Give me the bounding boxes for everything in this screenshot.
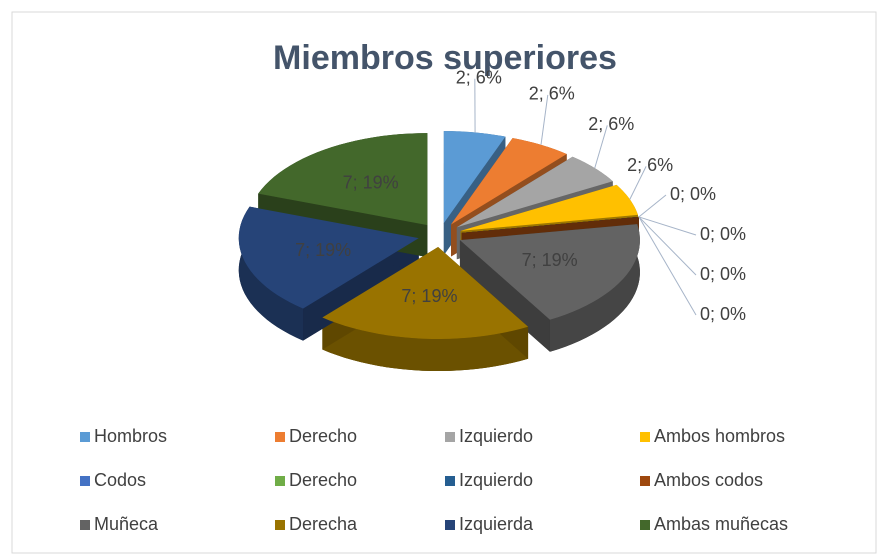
slice bbox=[451, 138, 567, 225]
data-label: 0; 0% bbox=[700, 304, 746, 324]
legend-label: Derecha bbox=[289, 514, 358, 534]
legend-label: Codos bbox=[94, 470, 146, 490]
legend-label: Ambas muñecas bbox=[654, 514, 788, 534]
data-label: 0; 0% bbox=[700, 224, 746, 244]
legend-swatch bbox=[445, 432, 455, 442]
slice-side bbox=[322, 317, 529, 372]
slice-side bbox=[238, 206, 304, 341]
legend-label: Hombros bbox=[94, 426, 167, 446]
legend-label: Muñeca bbox=[94, 514, 159, 534]
data-label: 7; 19% bbox=[522, 250, 578, 270]
slice bbox=[238, 206, 419, 309]
legend-label: Derecho bbox=[289, 470, 357, 490]
data-label: 2; 6% bbox=[588, 114, 634, 134]
legend-swatch bbox=[640, 476, 650, 486]
leader-line bbox=[540, 94, 549, 145]
data-label: 2; 6% bbox=[529, 84, 575, 104]
slice-wall bbox=[459, 240, 550, 352]
legend-label: Izquierdo bbox=[459, 470, 533, 490]
legend-swatch bbox=[275, 476, 285, 486]
chart-title: Miembros superiores bbox=[273, 39, 617, 77]
slice bbox=[322, 247, 529, 340]
leader-line bbox=[638, 216, 697, 276]
slice bbox=[459, 224, 640, 320]
data-label: 0; 0% bbox=[670, 184, 716, 204]
legend-label: Ambos codos bbox=[654, 470, 763, 490]
leader-line bbox=[638, 216, 697, 316]
legend-swatch bbox=[445, 476, 455, 486]
data-label: 7; 19% bbox=[343, 172, 399, 192]
legend-swatch bbox=[275, 432, 285, 442]
legend-swatch bbox=[80, 432, 90, 442]
legend-swatch bbox=[80, 476, 90, 486]
legend-swatch bbox=[445, 520, 455, 530]
data-label: 7; 19% bbox=[401, 286, 457, 306]
slice-tops bbox=[238, 131, 640, 340]
data-label: 0; 0% bbox=[700, 264, 746, 284]
legend-swatch bbox=[640, 520, 650, 530]
legend-label: Izquierdo bbox=[459, 426, 533, 446]
slice bbox=[443, 131, 506, 224]
leader-line bbox=[629, 166, 647, 200]
leader-line bbox=[638, 216, 697, 236]
legend-label: Ambos hombros bbox=[654, 426, 785, 446]
data-label: 7; 19% bbox=[295, 240, 351, 260]
legend-label: Izquierda bbox=[459, 514, 534, 534]
data-label: 2; 6% bbox=[627, 155, 673, 175]
leader-line bbox=[594, 125, 608, 169]
legend-swatch bbox=[640, 432, 650, 442]
slice bbox=[456, 156, 613, 228]
legend-label: Derecho bbox=[289, 426, 357, 446]
slice bbox=[460, 184, 638, 231]
legend-swatch bbox=[80, 520, 90, 530]
slice bbox=[258, 133, 428, 226]
slice-side bbox=[549, 224, 640, 352]
data-label: 2; 6% bbox=[456, 68, 502, 88]
legend-swatch bbox=[275, 520, 285, 530]
leader-line bbox=[638, 194, 667, 218]
